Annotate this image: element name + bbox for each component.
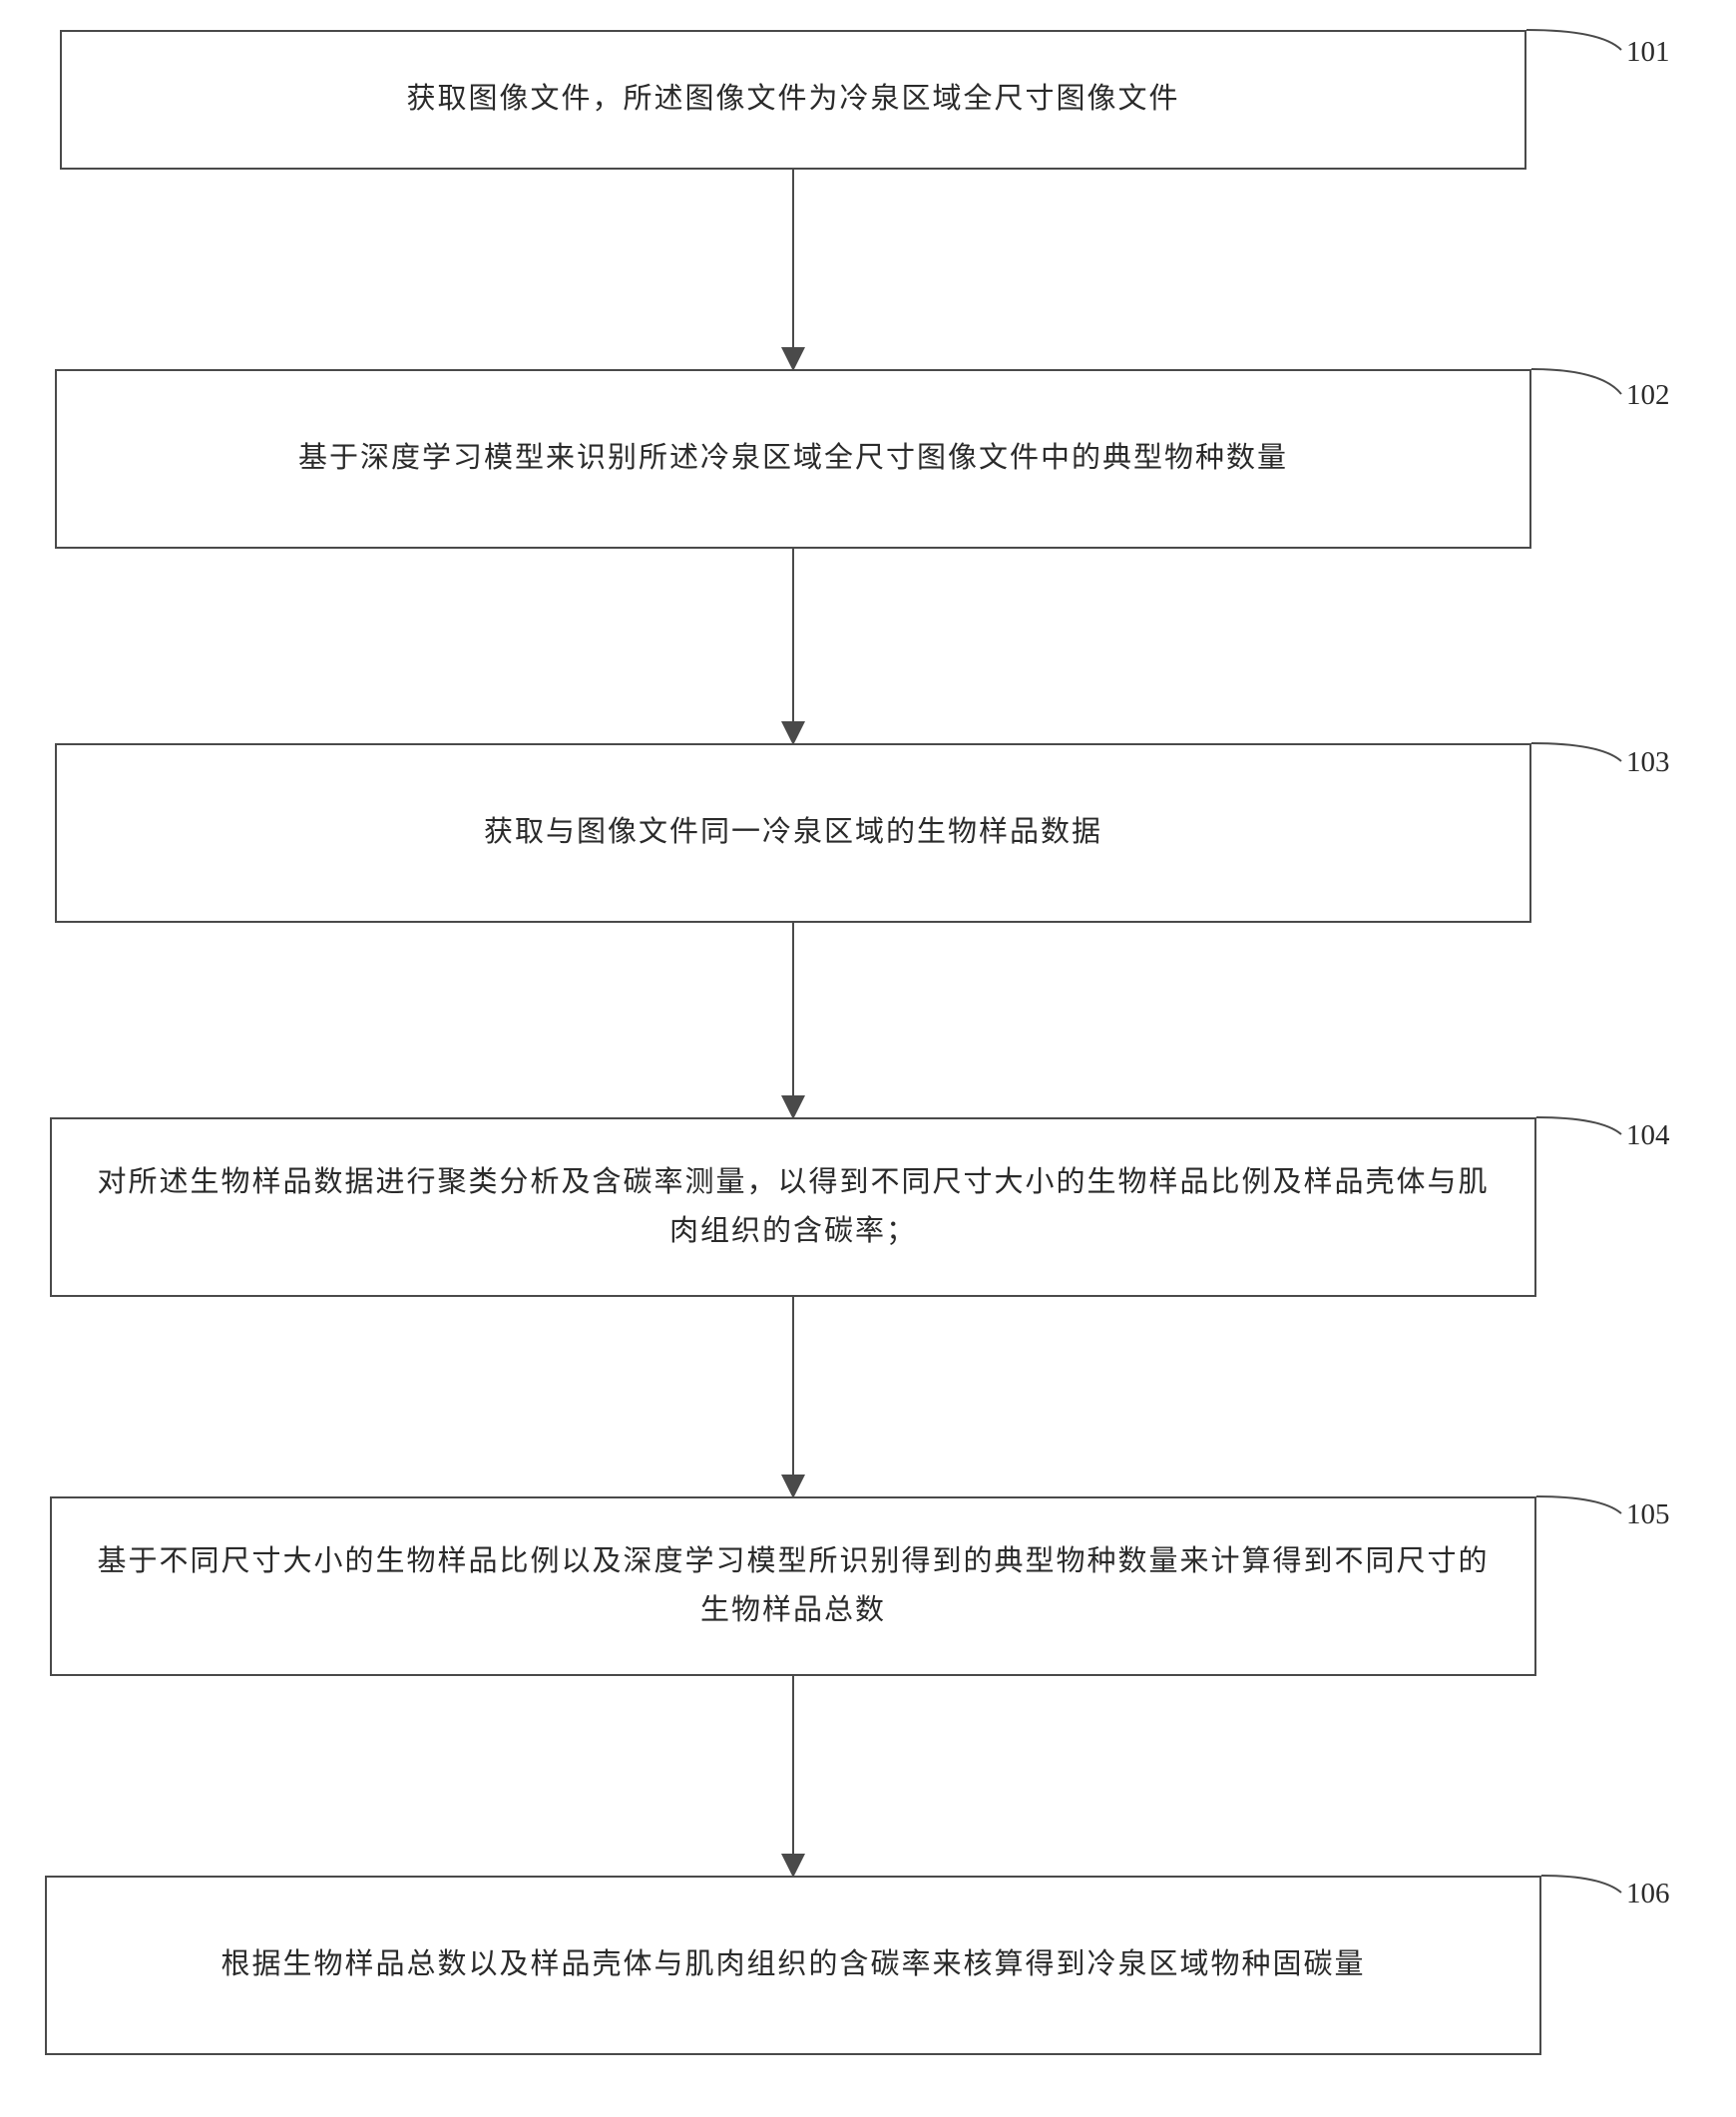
step-label-101: 101 (1626, 36, 1670, 69)
label-connector-3 (1536, 1117, 1621, 1134)
label-connector-5 (1541, 1876, 1621, 1893)
step-box-105: 基于不同尺寸大小的生物样品比例以及深度学习模型所识别得到的典型物种数量来计算得到… (50, 1496, 1536, 1676)
step-box-101: 获取图像文件，所述图像文件为冷泉区域全尺寸图像文件 (60, 30, 1526, 170)
step-box-102: 基于深度学习模型来识别所述冷泉区域全尺寸图像文件中的典型物种数量 (55, 369, 1531, 549)
step-box-103: 获取与图像文件同一冷泉区域的生物样品数据 (55, 743, 1531, 923)
step-text-104: 对所述生物样品数据进行聚类分析及含碳率测量，以得到不同尺寸大小的生物样品比例及样… (92, 1158, 1495, 1257)
step-label-104: 104 (1626, 1119, 1670, 1152)
label-connector-4 (1536, 1496, 1621, 1513)
step-label-103: 103 (1626, 746, 1670, 779)
step-text-106: 根据生物样品总数以及样品壳体与肌肉组织的含碳率来核算得到冷泉区域物种固碳量 (220, 1940, 1365, 1989)
step-text-105: 基于不同尺寸大小的生物样品比例以及深度学习模型所识别得到的典型物种数量来计算得到… (92, 1537, 1495, 1636)
label-connector-1 (1531, 369, 1621, 394)
step-box-104: 对所述生物样品数据进行聚类分析及含碳率测量，以得到不同尺寸大小的生物样品比例及样… (50, 1117, 1536, 1297)
label-connector-2 (1531, 743, 1621, 761)
step-label-105: 105 (1626, 1498, 1670, 1531)
step-text-102: 基于深度学习模型来识别所述冷泉区域全尺寸图像文件中的典型物种数量 (298, 434, 1288, 483)
flowchart-svg (0, 0, 1736, 2117)
step-text-103: 获取与图像文件同一冷泉区域的生物样品数据 (484, 808, 1102, 857)
step-label-106: 106 (1626, 1878, 1670, 1910)
step-label-102: 102 (1626, 379, 1670, 412)
label-connector-0 (1526, 30, 1621, 50)
step-box-106: 根据生物样品总数以及样品壳体与肌肉组织的含碳率来核算得到冷泉区域物种固碳量 (45, 1876, 1541, 2055)
step-text-101: 获取图像文件，所述图像文件为冷泉区域全尺寸图像文件 (406, 75, 1179, 124)
flowchart-container: 获取图像文件，所述图像文件为冷泉区域全尺寸图像文件基于深度学习模型来识别所述冷泉… (0, 0, 1736, 2117)
